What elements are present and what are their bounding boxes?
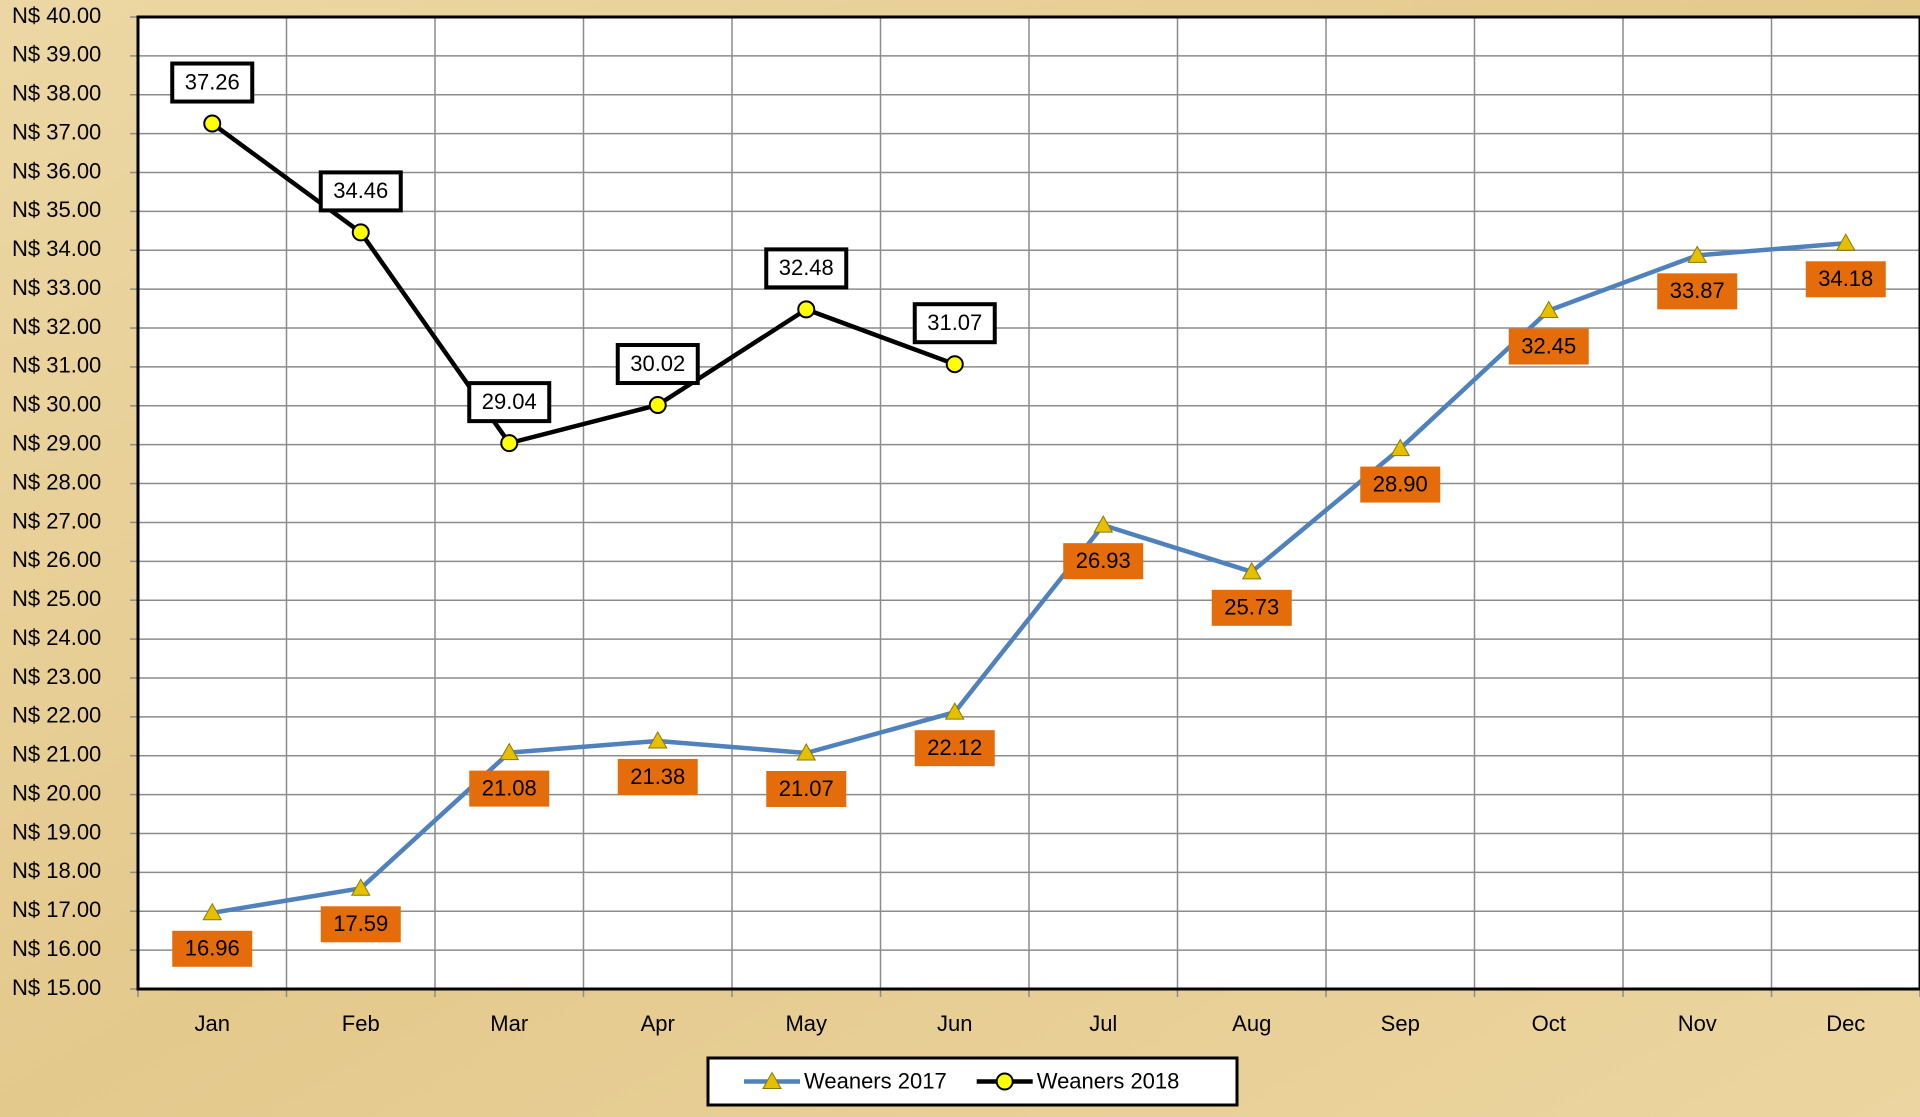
data-label: 32.45 (1521, 333, 1576, 358)
y-tick-label: N$ 26.00 (12, 547, 101, 572)
point-marker (947, 356, 963, 372)
y-tick-label: N$ 29.00 (12, 430, 101, 455)
y-tick-label: N$ 23.00 (12, 664, 101, 689)
data-label: 28.90 (1373, 471, 1428, 496)
x-tick-label: Mar (490, 1011, 528, 1036)
page: N$ 15.00 N$ 16.00 N$ 17.00 N$ 18.00 N$ 19.00… (0, 0, 1920, 1117)
data-label: 30.02 (630, 351, 685, 376)
legend-label: Weaners 2017 (804, 1068, 947, 1093)
x-tick-label: May (785, 1011, 827, 1036)
data-label: 32.48 (779, 255, 834, 280)
x-tick-label: Nov (1678, 1011, 1717, 1036)
data-label: 16.96 (185, 936, 240, 961)
chart: N$ 15.00 N$ 16.00 N$ 17.00 N$ 18.00 N$ 19.00… (0, 0, 1920, 1117)
data-label: 29.04 (482, 389, 537, 414)
y-tick-label: N$ 40.00 (12, 3, 101, 28)
y-tick-label: N$ 24.00 (12, 625, 101, 650)
y-tick-label: N$ 33.00 (12, 275, 101, 300)
point-marker (997, 1074, 1013, 1090)
y-tick-label: N$ 35.00 (12, 197, 101, 222)
y-tick-label: N$ 31.00 (12, 353, 101, 378)
x-tick-label: Aug (1232, 1011, 1271, 1036)
point-marker (798, 301, 814, 317)
y-tick-label: N$ 27.00 (12, 508, 101, 533)
data-label: 25.73 (1224, 595, 1279, 620)
y-tick-label: N$ 20.00 (12, 780, 101, 805)
y-tick-label: N$ 32.00 (12, 314, 101, 339)
data-label: 31.07 (927, 310, 982, 335)
y-tick-label: N$ 22.00 (12, 703, 101, 728)
y-tick-label: N$ 36.00 (12, 158, 101, 183)
y-tick-label: N$ 34.00 (12, 236, 101, 261)
point-marker (501, 435, 517, 451)
legend-label: Weaners 2018 (1037, 1068, 1180, 1093)
x-tick-label: Dec (1826, 1011, 1865, 1036)
x-tick-label: Feb (342, 1011, 380, 1036)
x-tick-label: Apr (641, 1011, 675, 1036)
data-label: 17.59 (333, 911, 388, 936)
point-marker (650, 397, 666, 413)
y-tick-label: N$ 16.00 (12, 936, 101, 961)
y-tick-label: N$ 39.00 (12, 42, 101, 67)
data-label: 21.08 (482, 775, 537, 800)
y-tick-label: N$ 25.00 (12, 586, 101, 611)
y-tick-label: N$ 17.00 (12, 897, 101, 922)
y-tick-label: N$ 28.00 (12, 469, 101, 494)
x-tick-label: Jun (937, 1011, 972, 1036)
y-tick-label: N$ 38.00 (12, 81, 101, 106)
data-label: 21.38 (630, 764, 685, 789)
x-tick-label: Sep (1381, 1011, 1420, 1036)
y-tick-label: N$ 18.00 (12, 858, 101, 883)
data-label: 37.26 (185, 69, 240, 94)
data-label: 34.46 (333, 178, 388, 203)
x-tick-label: Oct (1532, 1011, 1566, 1036)
y-tick-label: N$ 15.00 (12, 975, 101, 1000)
data-label: 21.07 (779, 776, 834, 801)
point-marker (353, 224, 369, 240)
y-tick-label: N$ 19.00 (12, 819, 101, 844)
x-tick-label: Jul (1089, 1011, 1117, 1036)
data-label: 22.12 (927, 735, 982, 760)
data-label: 33.87 (1670, 278, 1725, 303)
y-tick-label: N$ 37.00 (12, 119, 101, 144)
x-tick-label: Jan (195, 1011, 230, 1036)
data-label: 34.18 (1818, 266, 1873, 291)
y-tick-label: N$ 30.00 (12, 392, 101, 417)
point-marker (204, 116, 220, 132)
data-label: 26.93 (1076, 548, 1131, 573)
y-tick-label: N$ 21.00 (12, 742, 101, 767)
